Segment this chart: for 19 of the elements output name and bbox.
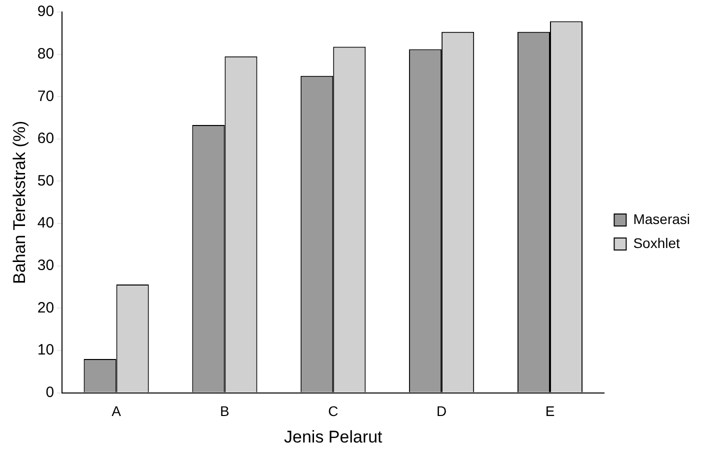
- y-tick-label: 50: [37, 172, 54, 190]
- legend-label: Maserasi: [633, 210, 690, 227]
- y-tick-label: 40: [37, 214, 54, 232]
- x-tick-label: B: [220, 403, 230, 420]
- x-tick-label: C: [328, 403, 338, 420]
- x-tick-label: D: [436, 403, 447, 420]
- legend-label: Soxhlet: [633, 234, 680, 251]
- y-tick-label: 10: [37, 342, 54, 359]
- x-tick-label: E: [545, 403, 555, 420]
- x-axis-title: Jenis Pelarut: [284, 427, 383, 446]
- y-tick-label: 20: [37, 299, 54, 316]
- y-axis-title: Bahan Terekstrak (%): [10, 120, 29, 284]
- y-tick-label: 60: [37, 130, 54, 148]
- y-tick-label: 0: [46, 384, 54, 401]
- y-tick-label: 80: [37, 45, 54, 62]
- y-tick-label: 30: [37, 257, 54, 274]
- y-tick-label: 90: [37, 3, 54, 20]
- x-tick-label: A: [112, 403, 122, 420]
- y-tick-label: 70: [37, 88, 54, 105]
